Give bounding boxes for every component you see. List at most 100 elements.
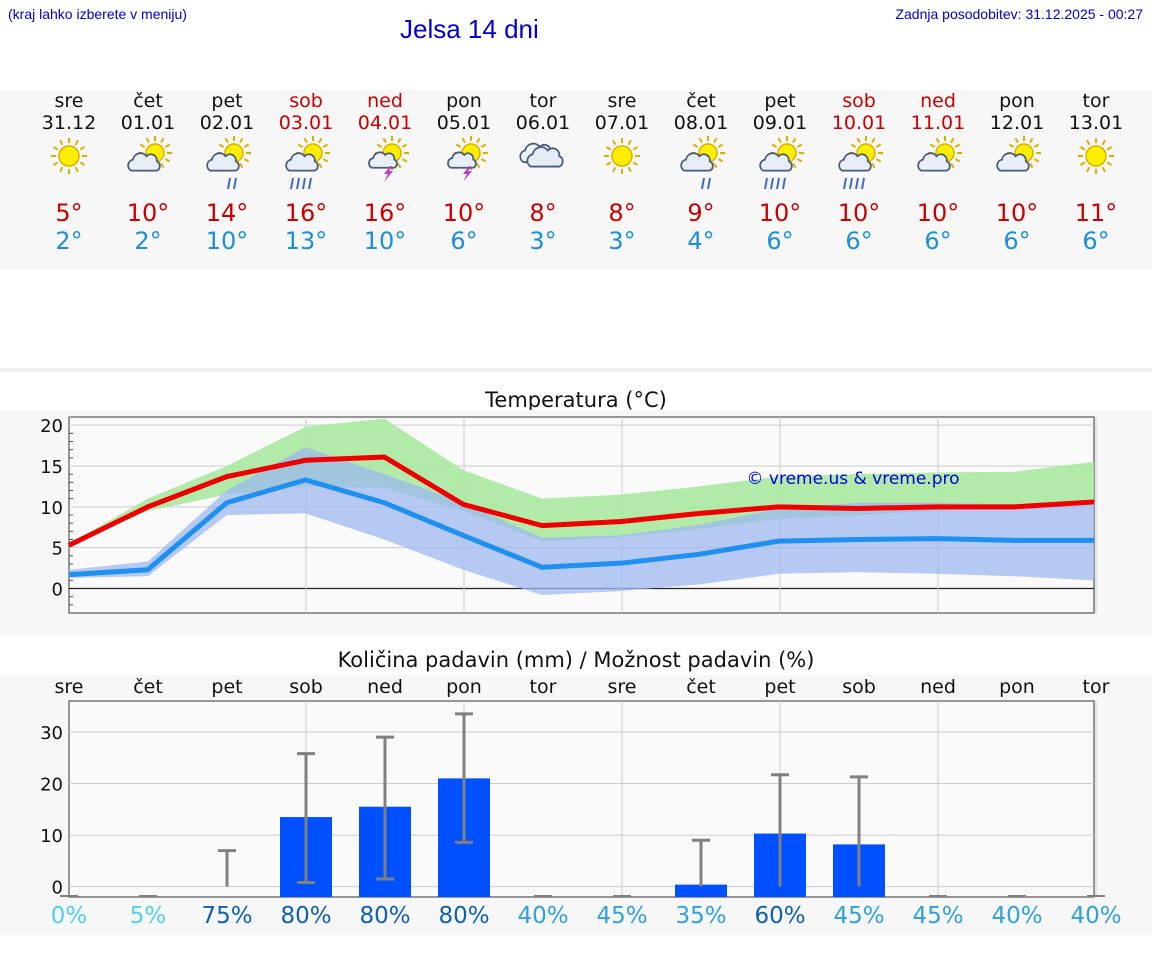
rain-drop — [770, 177, 774, 190]
sun-ray — [792, 137, 797, 144]
rain-drop — [701, 177, 705, 190]
sun-cloud-icon — [917, 136, 962, 172]
sun-ray — [632, 146, 639, 151]
precip-probability: 5% — [129, 903, 167, 929]
x-tick-label: tor — [530, 676, 557, 698]
temp-min: 6° — [1082, 227, 1109, 255]
day-name: sob — [289, 90, 323, 112]
temp-max: 10° — [127, 199, 170, 227]
precip-probability: 80% — [438, 903, 490, 929]
sun-thunder-icon — [447, 136, 488, 182]
day-date: 13.01 — [1069, 112, 1123, 134]
sun-ray — [612, 166, 617, 173]
sun-ray — [850, 143, 857, 148]
day-name: pon — [999, 90, 1035, 112]
precip-probability: 40% — [517, 903, 569, 929]
day-date: 04.01 — [358, 112, 412, 134]
menu-hint[interactable]: (kraj lahko izberete v meniju) — [8, 6, 187, 22]
sun-ray — [871, 137, 876, 144]
sun-ray — [397, 137, 402, 144]
sun-ray — [771, 143, 778, 148]
sun-ray — [717, 158, 724, 163]
x-tick-label: sre — [608, 676, 637, 698]
x-tick-label: pon — [999, 676, 1035, 698]
precip-probability: 45% — [596, 903, 648, 929]
sun-ray — [318, 137, 323, 144]
temp-min: 6° — [924, 227, 951, 255]
sun-ray — [52, 161, 59, 166]
sun-cloud-heavy-rain-icon — [759, 136, 804, 190]
forecast-band — [0, 90, 1152, 270]
x-tick-label: sob — [289, 676, 323, 698]
temp-max: 10° — [759, 199, 802, 227]
sun-ray — [461, 137, 466, 144]
day-date: 01.01 — [121, 112, 175, 134]
sun-icon — [604, 138, 640, 174]
sun-icon — [51, 138, 87, 174]
sun-ray — [713, 162, 718, 169]
max-temp-line — [67, 454, 1095, 548]
sun-ray — [856, 137, 861, 144]
day-name: čet — [133, 90, 163, 112]
x-tick-label: čet — [686, 676, 716, 698]
cloud-shape — [917, 152, 951, 172]
temp-min: 6° — [450, 227, 477, 255]
cloud-shape — [996, 152, 1030, 172]
day-name: ned — [920, 90, 956, 112]
cloud-shape — [838, 152, 872, 172]
sun-ray — [376, 143, 383, 148]
rain-drop — [843, 177, 847, 190]
precipitation-chart: 0 10 20 30 sre čet pet sob ned pon tor sre čet pet sob… — [40, 676, 1110, 899]
sun-ray — [1106, 146, 1113, 151]
day-date: 10.01 — [832, 112, 886, 134]
cloud-shape — [206, 152, 240, 172]
sun-ray — [1106, 161, 1113, 166]
rain-drop — [296, 177, 300, 190]
sun-ray — [480, 158, 487, 163]
temp-min: 6° — [766, 227, 793, 255]
sun-ray — [243, 143, 250, 148]
precip-probability: 60% — [754, 903, 806, 929]
rain-drop — [776, 177, 780, 190]
sun-ray — [875, 143, 882, 148]
cloud-shape — [759, 152, 793, 172]
y-tick-label: 20 — [40, 775, 63, 796]
temperature-chart: 0 5 10 15 20 © vreme.us & vreme.pro — [40, 416, 1097, 614]
day-name: pet — [764, 90, 795, 112]
plot-area — [68, 700, 1095, 898]
y-tick-label: 20 — [40, 416, 63, 437]
precip-probability: 45% — [912, 903, 964, 929]
temp-min: 3° — [529, 227, 556, 255]
day-date: 07.01 — [595, 112, 649, 134]
sun-cloud-icon — [127, 136, 172, 172]
sun-icon — [1078, 138, 1114, 174]
sun-ray — [632, 161, 639, 166]
temp-min: 3° — [608, 227, 635, 255]
sun-ray — [382, 137, 387, 144]
day-name: pet — [211, 90, 242, 112]
sun-ray — [605, 146, 612, 151]
sun-ray — [322, 143, 329, 148]
temp-min: 10° — [206, 227, 249, 255]
sun-ray — [397, 162, 402, 169]
day-date: 31.12 — [42, 112, 96, 134]
lightning-bolt — [384, 166, 393, 182]
temp-min: 13° — [285, 227, 328, 255]
temp-max: 8° — [608, 199, 635, 227]
sun-disc — [1085, 145, 1107, 167]
sun-ray — [243, 158, 250, 163]
sun-ray — [1033, 158, 1040, 163]
sun-ray — [954, 158, 961, 163]
sun-ray — [455, 143, 462, 148]
temp-max: 10° — [838, 199, 881, 227]
x-tick-label: pet — [211, 676, 242, 698]
day-name: tor — [530, 90, 557, 112]
sun-ray — [692, 143, 699, 148]
temp-max: 10° — [443, 199, 486, 227]
temp-min: 6° — [1003, 227, 1030, 255]
sun-ray — [318, 162, 323, 169]
day-date: 03.01 — [279, 112, 333, 134]
